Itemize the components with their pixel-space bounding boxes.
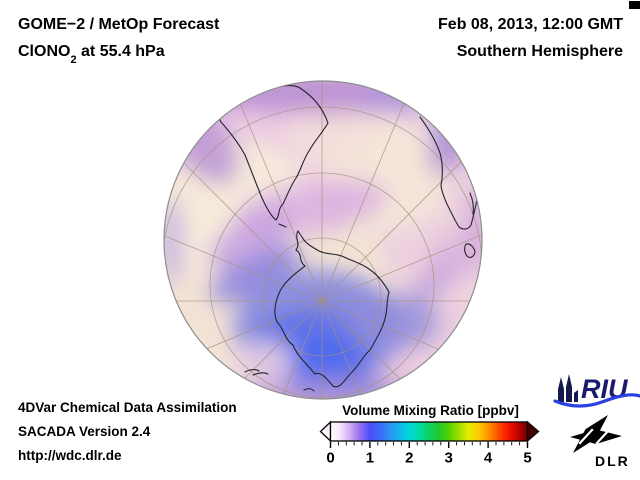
- dlr-star-diagonal: [573, 415, 608, 453]
- island-coast: [303, 388, 315, 392]
- antarctica-coast: [274, 230, 390, 388]
- dlr-star-gaps: [578, 428, 611, 445]
- latitude-circle: [209, 172, 435, 398]
- corner-marker: [629, 1, 640, 9]
- latitude-circle: [262, 237, 382, 357]
- riu-wordmark: RIU: [581, 374, 629, 404]
- assimilation-label: 4DVar Chemical Data Assimilation: [18, 400, 237, 415]
- coastlines: [218, 85, 480, 392]
- tick-label-3: 3: [445, 450, 453, 467]
- globe-rim: [163, 80, 483, 400]
- africa-coast: [419, 116, 480, 230]
- cathedral-icon: [558, 374, 578, 402]
- tierra-del-fuego-coast: [278, 223, 287, 228]
- new-zealand-coast: [244, 369, 269, 376]
- datetime-block: Feb 08, 2013, 12:00 GMT Southern Hemisph…: [438, 11, 623, 65]
- version-label: SACADA Version 2.4: [18, 424, 151, 439]
- tick-label-2: 2: [405, 450, 413, 467]
- tick-label-5: 5: [523, 450, 531, 467]
- madagascar-coast: [464, 243, 476, 258]
- species-name: ClONO: [18, 43, 71, 60]
- colorbar-tick-labels: 0 1 2 3 4 5: [326, 450, 531, 467]
- instrument-title: GOME−2 / MetOp Forecast: [18, 16, 220, 33]
- species-level: at 55.4 hPa: [76, 43, 165, 60]
- tick-label-4: 4: [484, 450, 493, 467]
- meridians: [164, 81, 482, 399]
- south-america-coast: [218, 85, 329, 221]
- globe: [163, 80, 483, 400]
- species-subscript: 2: [70, 54, 77, 67]
- colorbar-major-ticks: [329, 442, 529, 448]
- east-africa-fragment: [469, 192, 474, 215]
- colorbar-under-arrow: [319, 420, 332, 443]
- riu-logo: RIU: [553, 374, 640, 408]
- tick-label-0: 0: [326, 450, 334, 467]
- tick-label-1: 1: [366, 450, 374, 467]
- attribution-block: 4DVar Chemical Data Assimilation SACADA …: [18, 396, 237, 468]
- plot-title-block: GOME−2 / MetOp Forecast ClONO2 at 55.4 h…: [18, 11, 219, 71]
- riu-swoosh: [553, 393, 640, 408]
- url-label: http://wdc.dlr.de: [18, 448, 122, 463]
- graticule: [164, 81, 482, 399]
- colorbar-minor-ticks: [337, 442, 521, 446]
- latitude-circle: [164, 106, 482, 399]
- region-label: Southern Hemisphere: [456, 43, 623, 60]
- colorbar-gradient: [329, 421, 529, 442]
- datetime-label: Feb 08, 2013, 12:00 GMT: [438, 16, 623, 33]
- dlr-wordmark: DLR: [595, 453, 630, 469]
- species-title: ClONO2 at 55.4 hPa: [18, 38, 219, 71]
- colorbar-title: Volume Mixing Ratio [ppbv]: [342, 403, 519, 418]
- dlr-logo: DLR: [570, 415, 630, 469]
- colorbar-over-arrow: [526, 420, 540, 443]
- colorbar: Volume Mixing Ratio [ppbv] 0 1 2 3 4 5: [319, 403, 540, 467]
